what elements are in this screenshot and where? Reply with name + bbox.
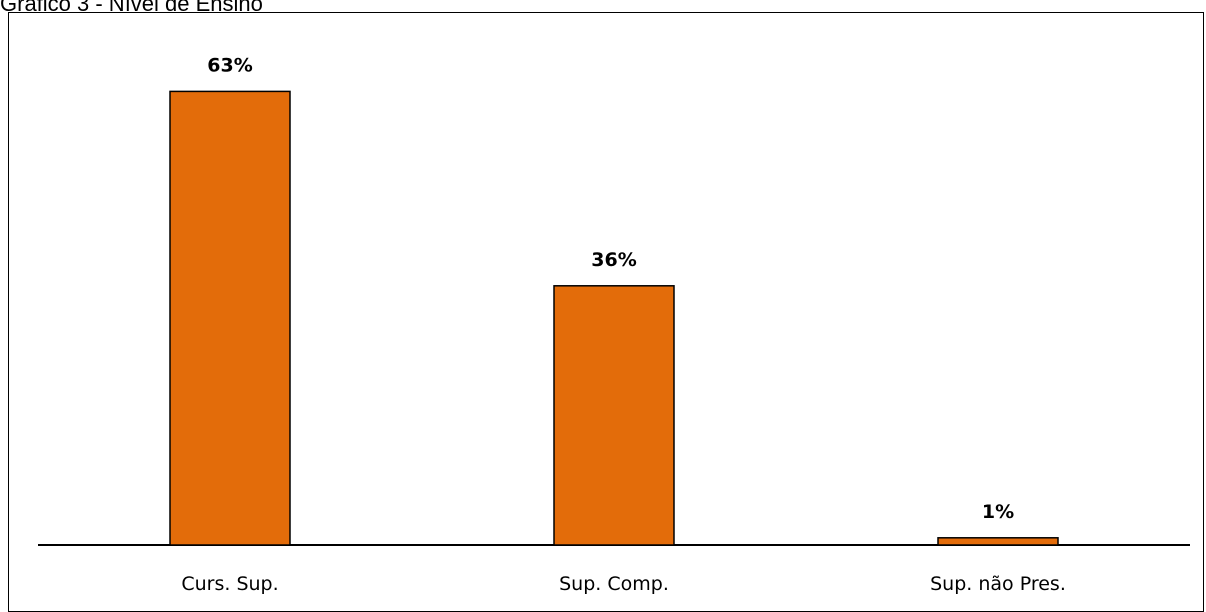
- bars-group: [169, 90, 1059, 546]
- bar-2: [553, 285, 675, 546]
- category-label-2: Sup. Comp.: [559, 573, 669, 595]
- value-label-1: 63%: [207, 54, 252, 76]
- category-label-1: Curs. Sup.: [181, 573, 278, 595]
- value-labels-group: 63% 36% 1%: [207, 54, 1014, 522]
- value-label-3: 1%: [982, 501, 1014, 523]
- bar-1: [169, 90, 291, 546]
- category-labels-group: Curs. Sup. Sup. Comp. Sup. não Pres.: [181, 573, 1066, 595]
- value-label-2: 36%: [591, 249, 636, 271]
- bar-3: [937, 537, 1059, 546]
- category-label-3: Sup. não Pres.: [930, 573, 1066, 595]
